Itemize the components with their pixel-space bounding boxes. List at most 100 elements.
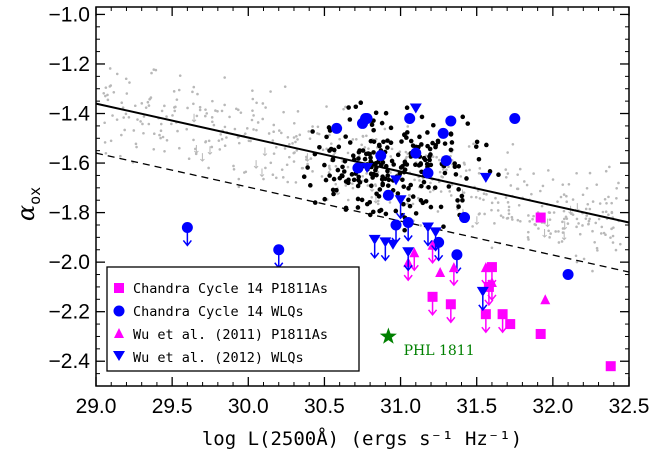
comparison-point — [355, 205, 361, 210]
comparison-point — [455, 198, 460, 203]
background-point — [507, 205, 511, 209]
background-point — [567, 182, 571, 186]
background-limit-arrow — [262, 147, 268, 157]
comparison-point — [442, 141, 448, 146]
background-point — [309, 157, 313, 160]
background-point — [228, 115, 231, 119]
background-point — [506, 151, 509, 154]
background-point — [483, 212, 486, 216]
background-point — [604, 233, 607, 237]
background-point — [406, 152, 410, 156]
comparison-point — [370, 209, 376, 215]
background-point — [437, 158, 441, 162]
upper-limit-arrow — [274, 253, 284, 269]
background-point — [517, 204, 521, 207]
background-point — [365, 134, 368, 138]
background-point — [255, 128, 258, 132]
background-point — [104, 86, 108, 89]
background-point — [361, 134, 365, 138]
background-point — [504, 175, 508, 179]
comparison-point — [459, 193, 465, 199]
comparison-point — [386, 177, 392, 183]
background-point — [574, 254, 578, 258]
background-point — [449, 194, 453, 197]
comparison-point — [487, 169, 493, 174]
background-point — [250, 118, 254, 122]
background-point — [136, 118, 139, 121]
comparison-point — [377, 187, 383, 192]
comparison-point — [442, 170, 448, 176]
background-point — [264, 166, 267, 170]
comparison-point — [401, 184, 407, 189]
background-point — [261, 102, 265, 105]
background-point — [588, 217, 592, 221]
background-point — [499, 214, 503, 217]
background-point — [163, 150, 166, 153]
comparison-point — [363, 178, 369, 184]
comparison-point — [368, 155, 373, 160]
comparison-point — [347, 117, 353, 122]
wu2012-triangle-point — [386, 239, 399, 250]
legend-label-0: Chandra Cycle 14 P1811As — [133, 281, 328, 297]
background-point — [205, 112, 209, 115]
background-point — [186, 106, 189, 110]
comparison-point — [407, 203, 413, 209]
comparison-point — [336, 144, 342, 150]
comparison-point — [324, 134, 329, 140]
background-point — [447, 165, 450, 169]
wlq-circle-point — [404, 112, 416, 124]
x-tick-label: 31.5 — [456, 395, 497, 418]
comparison-point — [404, 105, 410, 111]
background-point — [506, 172, 510, 175]
background-point — [272, 130, 275, 133]
upper-limit-arrow — [434, 246, 444, 262]
background-point — [219, 133, 223, 136]
background-point — [330, 142, 333, 145]
comparison-point — [402, 227, 407, 233]
background-point — [244, 170, 248, 174]
background-point — [132, 129, 136, 132]
background-point — [109, 139, 113, 143]
background-point — [528, 220, 531, 223]
background-point — [608, 165, 611, 169]
background-point — [152, 68, 156, 71]
background-point — [133, 104, 137, 108]
x-tick-label: 29.5 — [152, 395, 193, 418]
comparison-point — [484, 142, 489, 148]
background-point — [271, 173, 275, 177]
background-point — [328, 166, 331, 170]
comparison-point — [441, 224, 446, 229]
background-point — [441, 175, 445, 179]
background-point — [102, 92, 106, 95]
x-tick-label: 32.0 — [532, 395, 573, 418]
comparison-point — [312, 200, 318, 205]
background-point — [272, 152, 276, 155]
background-point — [482, 198, 485, 202]
background-point — [360, 143, 364, 147]
background-point — [507, 209, 511, 212]
background-point — [438, 170, 442, 174]
background-point — [159, 129, 163, 132]
comparison-point — [358, 100, 364, 105]
background-point — [296, 110, 300, 113]
comparison-point — [383, 110, 389, 116]
background-point — [207, 139, 211, 143]
background-point — [604, 210, 608, 214]
background-point — [571, 198, 575, 201]
background-point — [269, 161, 273, 165]
comparison-point — [401, 201, 406, 207]
background-point — [236, 108, 240, 112]
background-point — [218, 148, 222, 151]
background-point — [407, 193, 411, 197]
background-point — [404, 150, 408, 154]
background-point — [584, 217, 588, 220]
background-point — [282, 110, 285, 114]
background-point — [293, 151, 296, 154]
comparison-point — [400, 177, 405, 183]
comparison-point — [322, 196, 328, 202]
background-point — [252, 114, 255, 117]
background-point — [325, 105, 328, 108]
background-point — [192, 85, 196, 89]
background-point — [571, 213, 575, 216]
comparison-point — [374, 172, 379, 178]
